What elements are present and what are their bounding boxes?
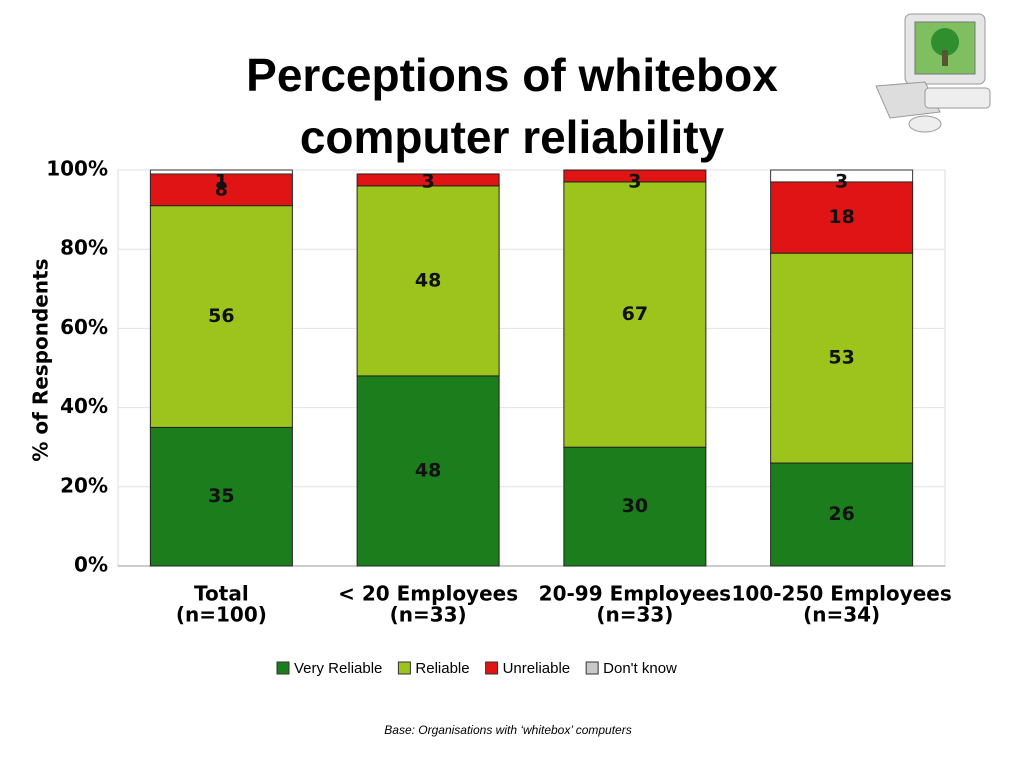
y-tick-label: 60% bbox=[60, 315, 108, 339]
x-tick-label: 20-99 Employees bbox=[539, 582, 731, 606]
y-tick-label: 0% bbox=[74, 553, 108, 577]
legend-swatch bbox=[585, 661, 599, 675]
data-label: 35 bbox=[208, 485, 234, 507]
legend-swatch bbox=[397, 661, 411, 675]
chart-title: Perceptions of whitebox computer reliabi… bbox=[246, 49, 778, 164]
data-label: 8 bbox=[215, 178, 228, 200]
data-label: 30 bbox=[622, 495, 648, 517]
x-tick-label: (n=33) bbox=[596, 603, 673, 627]
data-label: 53 bbox=[828, 347, 854, 369]
bar-segment bbox=[770, 252, 914, 464]
data-label: 56 bbox=[208, 305, 234, 327]
bar-segment bbox=[356, 173, 500, 187]
legend-swatch bbox=[485, 661, 499, 675]
bar-segment bbox=[149, 169, 293, 175]
bar-segment bbox=[356, 185, 500, 377]
data-label: 48 bbox=[415, 269, 441, 291]
bar-segment bbox=[149, 205, 293, 428]
bar-segment bbox=[770, 462, 914, 567]
legend-label: Don't know bbox=[603, 660, 677, 677]
bar-segment bbox=[563, 446, 707, 567]
data-label: 3 bbox=[628, 171, 641, 193]
x-tick-label: < 20 Employees bbox=[338, 582, 518, 606]
y-tick-label: 100% bbox=[46, 157, 108, 181]
data-label: 3 bbox=[835, 171, 848, 193]
data-label: 67 bbox=[622, 303, 648, 325]
x-tick-label: 100-250 Employees bbox=[732, 582, 952, 606]
y-tick-label: 80% bbox=[60, 236, 108, 260]
y-tick-label: 20% bbox=[60, 473, 108, 497]
legend-swatch bbox=[276, 661, 290, 675]
legend-label: Unreliable bbox=[503, 660, 571, 677]
bar-segment bbox=[563, 169, 707, 183]
bar-segment bbox=[149, 173, 293, 207]
bar-segment bbox=[563, 181, 707, 448]
legend-label: Very Reliable bbox=[294, 660, 382, 677]
x-tick-label: (n=100) bbox=[176, 603, 267, 627]
bar-segment bbox=[770, 169, 914, 183]
bar-segment bbox=[149, 426, 293, 567]
data-label: 48 bbox=[415, 459, 441, 481]
y-axis-label: % of Respondents bbox=[29, 258, 53, 461]
y-tick-label: 40% bbox=[60, 394, 108, 418]
x-tick-label: (n=33) bbox=[390, 603, 467, 627]
footnote: Base: Organisations with ‘whitebox’ comp… bbox=[384, 723, 631, 737]
data-label: 18 bbox=[828, 206, 854, 228]
data-label: 1 bbox=[215, 171, 228, 193]
x-tick-label: (n=34) bbox=[803, 603, 880, 627]
x-tick-label: Total bbox=[194, 582, 249, 606]
data-label: 26 bbox=[828, 503, 854, 525]
data-label: 3 bbox=[422, 171, 435, 193]
computer-icon bbox=[875, 13, 991, 133]
bar-segment bbox=[356, 375, 500, 567]
legend-label: Reliable bbox=[415, 660, 469, 677]
